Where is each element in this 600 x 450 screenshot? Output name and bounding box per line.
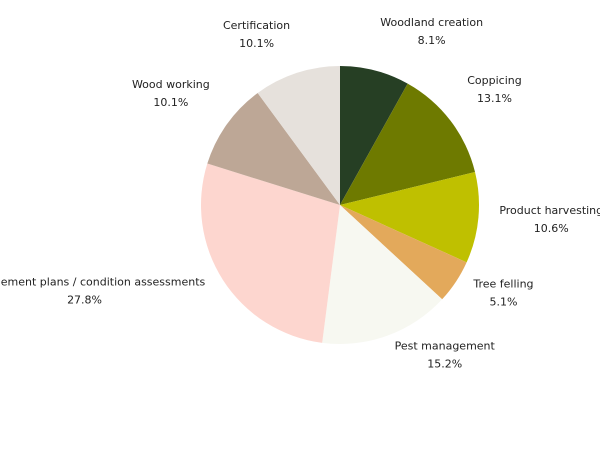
pie-slice <box>322 205 443 345</box>
value-label: 5.1% <box>489 295 517 308</box>
pie-slice <box>340 66 408 205</box>
slice-label: Tree felling <box>472 277 533 290</box>
slice-label: Coppicing <box>467 74 522 87</box>
value-label: 27.8% <box>67 293 102 306</box>
slice-label: Management plans / condition assessments <box>0 275 206 288</box>
slice-label: Product harvesting <box>499 204 600 217</box>
value-label: 13.1% <box>477 92 512 105</box>
value-label: 8.1% <box>418 34 446 47</box>
slice-label: Woodland creation <box>380 16 483 29</box>
slice-label: Pest management <box>395 339 496 352</box>
pie-slice <box>340 171 479 263</box>
value-label: 10.6% <box>534 222 569 235</box>
pie-slice <box>340 205 467 300</box>
slice-label: Certification <box>223 19 290 32</box>
pie-slice <box>207 93 340 205</box>
slice-label: Wood working <box>132 78 210 91</box>
value-label: 10.1% <box>153 96 188 109</box>
pie-slice <box>340 83 476 205</box>
value-label: 10.1% <box>239 37 274 50</box>
pie-slice <box>201 163 340 343</box>
value-label: 15.2% <box>427 357 462 370</box>
pie-slice <box>257 66 340 205</box>
